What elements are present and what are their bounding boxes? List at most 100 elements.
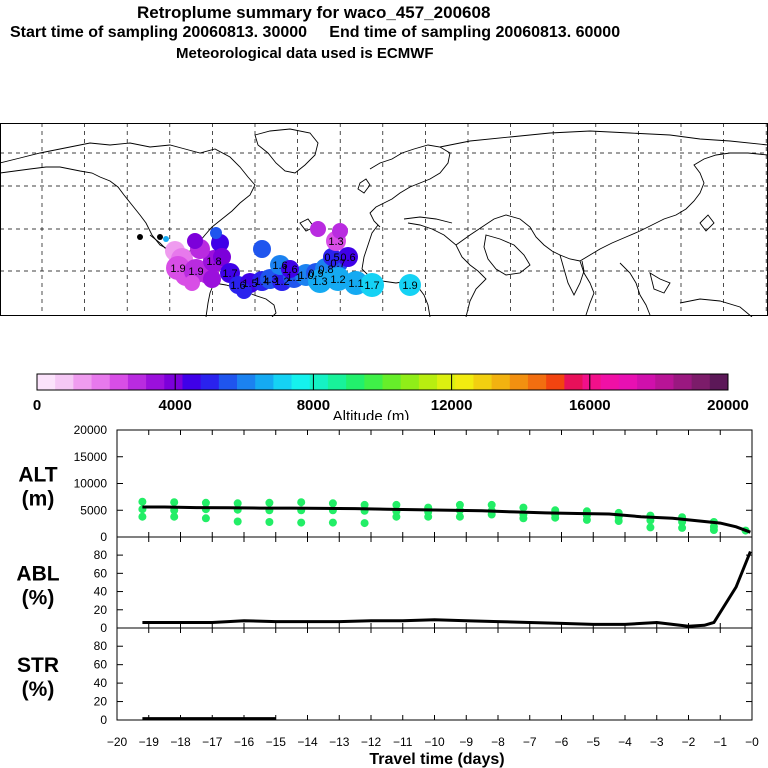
x-tick-label: −4 xyxy=(618,735,632,749)
y-axis-label: STR xyxy=(17,654,59,677)
x-tick-label: −8 xyxy=(491,735,505,749)
plume-label: 1.1 xyxy=(348,278,363,290)
altitude-point xyxy=(328,499,337,508)
abl-line xyxy=(142,550,752,628)
colorbar-cell xyxy=(673,374,693,390)
plume-label: 0.8 xyxy=(318,264,333,276)
colorbar-tick-label: 16000 xyxy=(569,397,611,414)
y-tick-label: 15000 xyxy=(74,450,108,464)
colorbar-cell xyxy=(509,374,529,390)
plume-label: 1.6 xyxy=(272,260,287,272)
colorbar-cell xyxy=(37,374,56,390)
plume-label: 1.5 xyxy=(242,278,257,290)
colorbar-tick-labels: 0 4000 8000 12000 16000 20000 xyxy=(33,374,749,414)
altitude-point xyxy=(201,514,210,523)
y-axis-label: ALT xyxy=(18,464,57,487)
altitude-point xyxy=(328,518,337,527)
plume-label: 1.3 xyxy=(312,276,327,288)
altitude-point xyxy=(392,512,401,521)
colorbar-cell xyxy=(527,374,547,390)
plume-label: 1.6 xyxy=(282,264,297,276)
y-tick-label: 0 xyxy=(100,621,107,635)
colorbar-cell xyxy=(691,374,711,390)
altitude-point xyxy=(455,512,464,521)
retroplume-map: 1.9 1.91.81.71.61.51.41.31.21.11.00.90.80… xyxy=(0,123,768,317)
colorbar-cell xyxy=(91,374,111,390)
colorbar-cell xyxy=(146,374,165,390)
plume-blob xyxy=(187,233,203,249)
y-tick-label: 20 xyxy=(94,603,108,617)
plume-label: 0.6 xyxy=(340,252,355,264)
plume-blob xyxy=(137,234,143,240)
x-tick-label: −20 xyxy=(107,735,128,749)
altitude-point xyxy=(582,515,591,524)
plume-label: 1.6 xyxy=(230,280,245,292)
plume-label: 1.9 xyxy=(170,263,185,275)
colorbar-cell xyxy=(182,374,202,390)
y-tick-label: 5000 xyxy=(80,503,107,517)
plume-label: 1.1 xyxy=(286,272,301,284)
plume-label: 1.7 xyxy=(364,280,379,292)
altitude-point xyxy=(201,498,210,507)
sampling-times: Start time of sampling 20060813. 30000 E… xyxy=(10,24,768,42)
colorbar-cell xyxy=(400,374,420,390)
x-tick-label: −12 xyxy=(361,735,382,749)
x-tick-label: −19 xyxy=(139,735,160,749)
colorbar-cell xyxy=(73,374,92,390)
plume-label: 1.3 xyxy=(262,274,277,286)
colorbar-cell xyxy=(618,374,638,390)
x-tick-label: −9 xyxy=(459,735,473,749)
altitude-point xyxy=(297,498,306,507)
altitude-point xyxy=(487,500,496,509)
x-tick-label: −16 xyxy=(234,735,255,749)
colorbar-tick-label: 0 xyxy=(33,397,41,414)
y-tick-label: 80 xyxy=(94,639,108,653)
plume-blob xyxy=(157,234,163,240)
plume-label: 0.7 xyxy=(330,258,345,270)
y-tick-label: 20 xyxy=(94,695,108,709)
y-tick-label: 60 xyxy=(94,658,108,672)
colorbar-cell xyxy=(237,374,256,390)
colorbar-cell xyxy=(273,374,292,390)
altitude-point xyxy=(233,499,242,508)
altitude-point xyxy=(360,500,369,509)
y-tick-label: 40 xyxy=(94,676,108,690)
altitude-point xyxy=(424,512,433,521)
colorbar-cell xyxy=(637,374,656,390)
panel-frame xyxy=(116,429,753,538)
x-tick-label: −6 xyxy=(555,735,569,749)
altitude-point xyxy=(646,523,655,532)
altitude-point xyxy=(170,512,179,521)
panel-frame xyxy=(116,627,753,721)
y-axis-unit: (%) xyxy=(22,587,55,610)
altitude-point xyxy=(551,513,560,522)
colorbar-tick-label: 4000 xyxy=(159,397,192,414)
altitude-point xyxy=(519,503,528,512)
colorbar-cell xyxy=(346,374,365,390)
x-axis: −20 −19 −18 −17 −16 −15 −14 −13 −12 −11 −10 −9 −8 −7 −… xyxy=(107,735,759,768)
plume-blob xyxy=(326,267,350,291)
altitude-point xyxy=(392,500,401,509)
colorbar-cell xyxy=(582,374,602,390)
plume-label: 0.9 xyxy=(308,268,323,280)
abl-panel: 0 20 40 60 80 ABL(%) xyxy=(16,536,753,635)
x-tick-label: −11 xyxy=(393,735,413,749)
plume-blob xyxy=(213,248,231,266)
x-tick-label: −7 xyxy=(523,735,537,749)
colorbar-tick-label: 20000 xyxy=(707,397,749,414)
plume-blob xyxy=(203,270,221,288)
plume-blob xyxy=(399,274,421,296)
y-axis-label: ABL xyxy=(16,563,59,586)
plume-blob xyxy=(310,221,326,237)
plume-label: 1.4 xyxy=(254,276,269,288)
alt-line xyxy=(142,505,751,534)
x-tick-label: −3 xyxy=(650,735,664,749)
colorbar-cell xyxy=(291,374,311,390)
colorbar-cell xyxy=(109,374,129,390)
colorbar-cell xyxy=(455,374,474,390)
colorbar-cell xyxy=(127,374,147,390)
plume-blob xyxy=(360,273,384,297)
colorbar-cell xyxy=(364,374,383,390)
plume-blob xyxy=(308,269,332,293)
